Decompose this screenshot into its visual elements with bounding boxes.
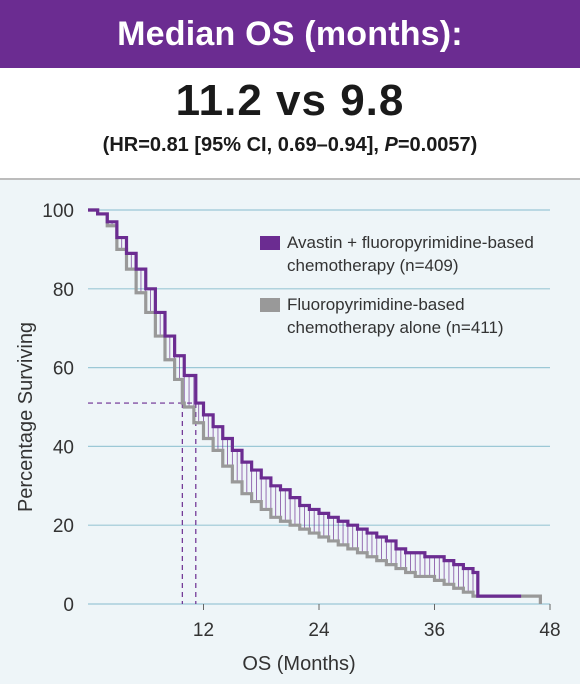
axis-ticks: 0 20 40 60 80 100 12 24 36 48 [42,201,560,641]
x-axis-title: OS (Months) [242,653,355,675]
chart-panel: 0 20 40 60 80 100 12 24 36 48 OS (Months) Percent… [0,178,580,684]
x-tick-label-24: 24 [308,620,330,641]
x-tick-label-12: 12 [193,620,214,641]
legend-swatch-fluoro [260,298,280,312]
grid-lines [88,209,550,605]
median-os-headline: 11.2 vs 9.8 [175,76,405,125]
stats-suffix: =0.0057) [397,134,478,156]
legend-label-fluoro-line1: Fluoropyrimidine-based [287,295,465,314]
legend-label-fluoro-line2: chemotherapy alone (n=411) [287,318,504,337]
y-tick-label-40: 40 [53,437,74,458]
y-tick-label-80: 80 [53,280,74,301]
km-survival-chart: 0 20 40 60 80 100 12 24 36 48 OS (Months) Percent… [15,201,561,675]
x-tick-label-48: 48 [539,620,560,641]
stats-p-label: P [384,134,398,156]
x-tick-label-36: 36 [424,620,445,641]
legend-label-avastin-line1: Avastin + fluoropyrimidine-based [287,233,534,252]
survival-curves [88,208,542,604]
legend: Avastin + fluoropyrimidine-based chemothe… [260,233,534,337]
hazard-ratio-stats: (HR=0.81 [95% CI, 0.69–0.94], P=0.0057) [0,134,580,157]
y-tick-label-20: 20 [53,516,74,537]
y-tick-label-0: 0 [63,595,74,616]
avastin-survival-curve [88,208,522,598]
y-tick-label-100: 100 [42,201,74,222]
legend-label-avastin-line2: chemotherapy (n=409) [287,256,459,275]
survival-gap-hatching [106,221,474,597]
median-markers [88,402,197,604]
banner-title: Median OS (months): [117,14,463,53]
title-banner: Median OS (months): [0,0,580,68]
y-tick-label-60: 60 [53,359,74,380]
stats-prefix: (HR=0.81 [95% CI, 0.69–0.94], [102,134,385,156]
y-axis-title: Percentage Surviving [15,322,37,512]
legend-swatch-avastin [260,236,280,250]
